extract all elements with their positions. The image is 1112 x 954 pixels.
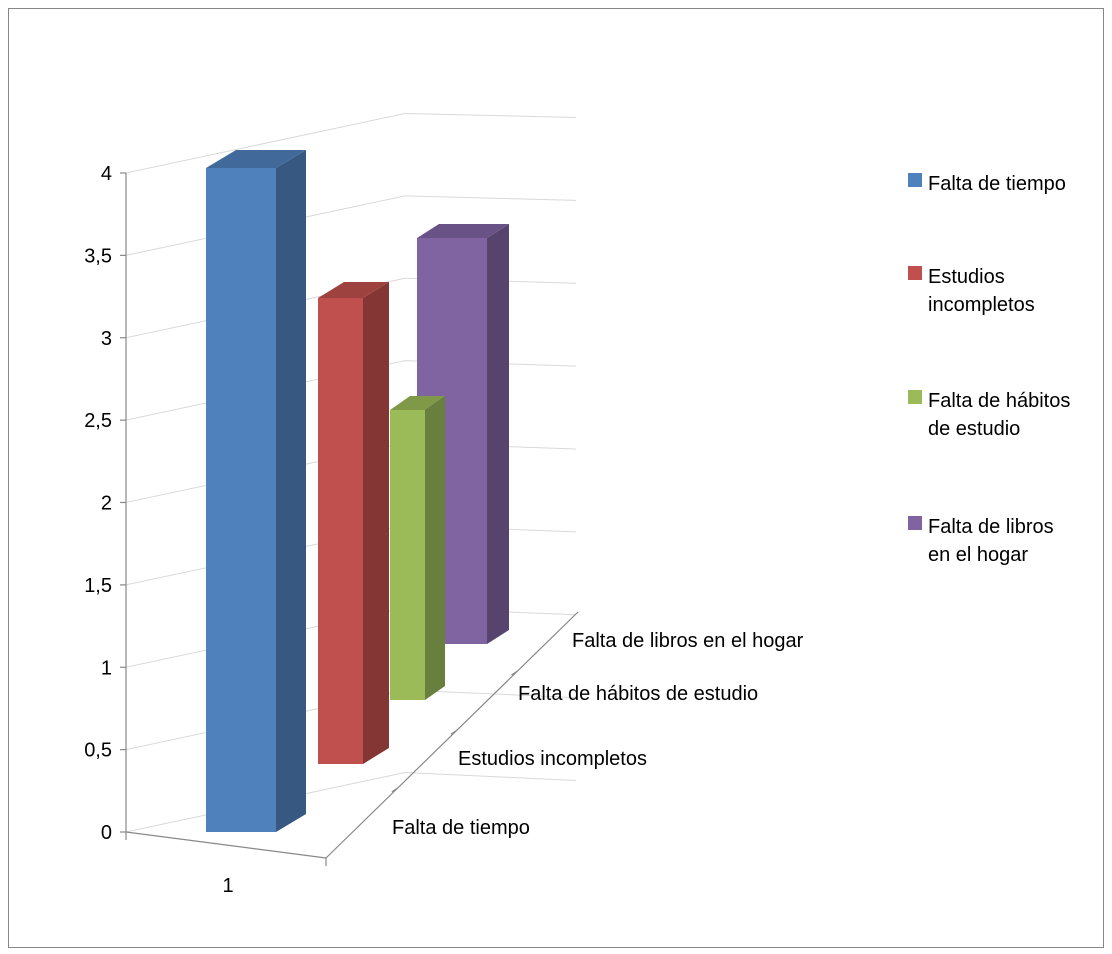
bar-front-2[interactable] xyxy=(318,298,363,764)
bar-side-2 xyxy=(363,282,389,764)
gridline-wall-8 xyxy=(404,112,577,118)
depth-tick-2 xyxy=(511,670,518,676)
bar-top-4 xyxy=(417,224,509,238)
bar-side-3 xyxy=(425,396,445,700)
floor-front-edge xyxy=(125,831,327,859)
y-tick-label: 3 xyxy=(101,328,112,350)
y-tick-label: 2 xyxy=(101,493,112,515)
bar-top-3 xyxy=(390,396,445,410)
y-tick-label: 0,5 xyxy=(84,740,112,762)
bar-front-3[interactable] xyxy=(390,410,425,700)
chart-frame xyxy=(8,8,1104,948)
legend-label: Falta de libros xyxy=(928,516,1054,538)
bar-side-4 xyxy=(487,224,509,644)
bar-top-2 xyxy=(318,282,389,298)
bar-front-1[interactable] xyxy=(206,168,276,832)
gridline-wall-0 xyxy=(404,771,577,781)
bar-side-1 xyxy=(276,150,306,832)
gridline-diag-8 xyxy=(125,112,406,174)
depth-axis-line xyxy=(325,611,579,859)
depth-tick-label: Falta de tiempo xyxy=(392,817,530,839)
legend-swatch xyxy=(908,173,922,187)
depth-tick-0 xyxy=(391,787,399,793)
depth-tick-label: Falta de hábitos de estudio xyxy=(518,683,758,705)
y-tick-label: 1 xyxy=(101,657,112,679)
depth-tick-1 xyxy=(450,729,458,735)
legend-swatch xyxy=(908,390,922,404)
y-tick-label: 0 xyxy=(101,822,112,844)
depth-tick-label: Estudios incompletos xyxy=(458,748,647,770)
legend-label: Falta de tiempo xyxy=(928,173,1066,195)
legend-label: en el hogar xyxy=(928,544,1028,566)
y-tick-label: 1,5 xyxy=(84,575,112,597)
depth-tick-label: Falta de libros en el hogar xyxy=(572,630,804,652)
legend-swatch xyxy=(908,266,922,280)
legend-label: de estudio xyxy=(928,418,1020,440)
legend-swatch xyxy=(908,516,922,530)
bar-top-1 xyxy=(206,150,306,168)
gridline-wall-7 xyxy=(404,195,577,201)
x-tick-label: 1 xyxy=(222,875,233,897)
legend-label: Falta de hábitos xyxy=(928,390,1070,412)
y-tick-label: 2,5 xyxy=(84,410,112,432)
legend-label: Estudios xyxy=(928,266,1005,288)
legend-label: incompletos xyxy=(928,294,1035,316)
y-tick-label: 4 xyxy=(101,163,112,185)
y-tick-label: 3,5 xyxy=(84,245,112,267)
